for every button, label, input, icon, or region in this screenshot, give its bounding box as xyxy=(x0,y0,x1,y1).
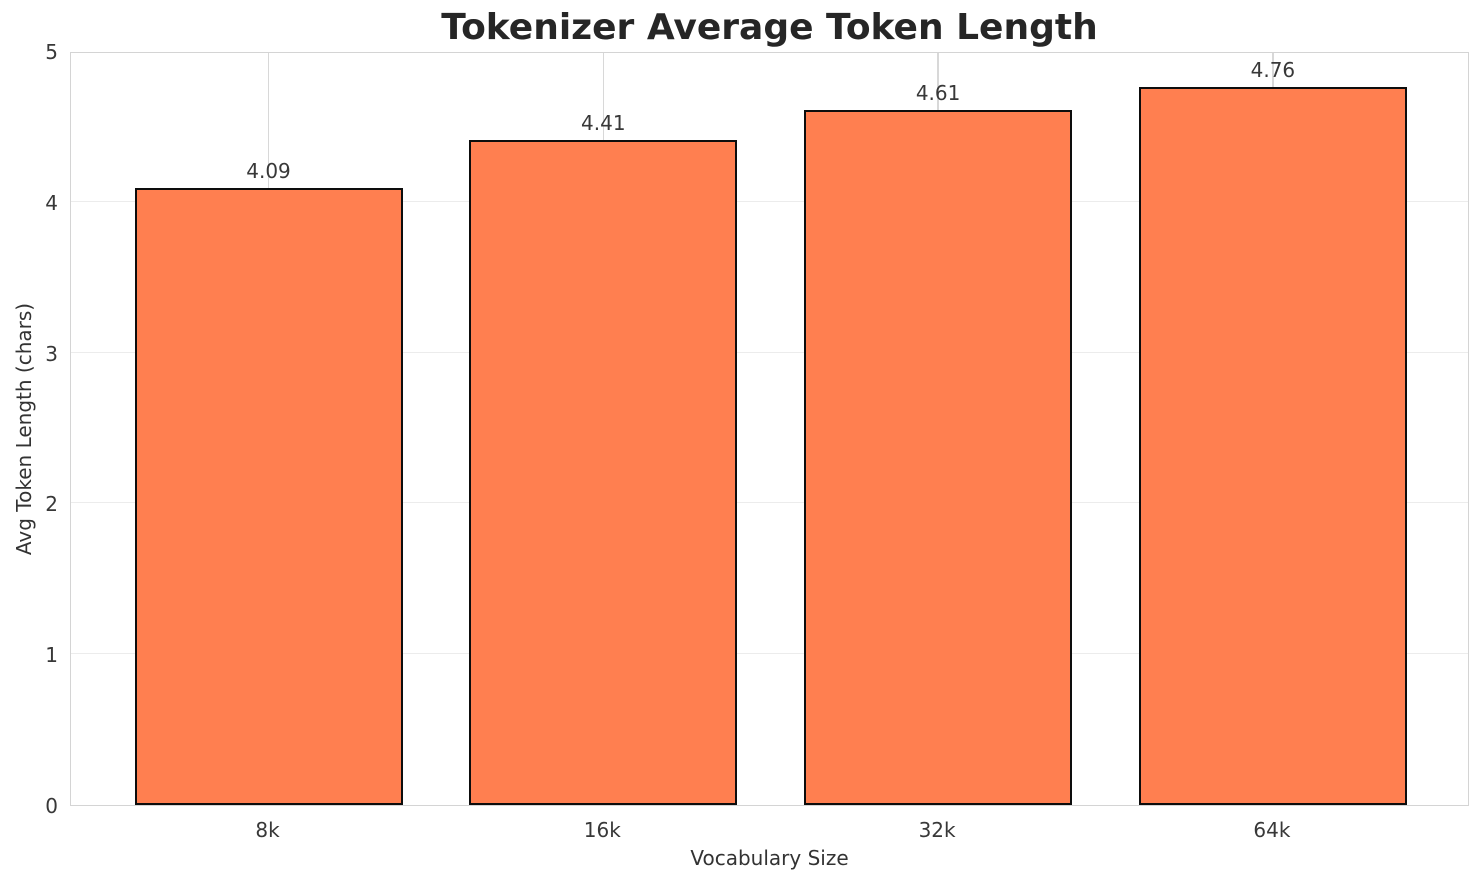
bar-value-label: 4.76 xyxy=(1250,58,1296,83)
x-tick-label: 8k xyxy=(255,818,280,842)
chart-title: Tokenizer Average Token Length xyxy=(441,7,1098,48)
x-tick-label: 64k xyxy=(1253,818,1291,842)
bar-64k xyxy=(1138,87,1407,805)
horizontal-gridline xyxy=(71,502,1468,504)
horizontal-gridline xyxy=(71,200,1468,202)
horizontal-gridline xyxy=(71,653,1468,655)
horizontal-gridline xyxy=(71,351,1468,353)
y-tick-label: 1 xyxy=(45,643,58,668)
x-axis-label: Vocabulary Size xyxy=(690,846,849,870)
bar-8k xyxy=(134,188,403,805)
y-tick-label: 3 xyxy=(45,341,58,366)
y-tick-label: 4 xyxy=(45,190,58,215)
plot-area: 4.09 4.41 4.61 4.76 xyxy=(70,52,1469,806)
bar-value-label: 4.09 xyxy=(246,159,291,184)
bar-16k xyxy=(469,139,738,805)
y-tick-label: 2 xyxy=(45,492,58,517)
x-tick-label: 16k xyxy=(583,818,621,842)
bar-value-label: 4.61 xyxy=(915,80,961,105)
bar-value-label: 4.41 xyxy=(581,110,626,135)
y-tick-label: 0 xyxy=(45,794,58,818)
x-tick-label: 32k xyxy=(918,818,956,842)
bar-32k xyxy=(804,109,1073,805)
y-tick-label: 5 xyxy=(45,40,58,64)
y-axis-label: Avg Token Length (chars) xyxy=(12,302,36,556)
